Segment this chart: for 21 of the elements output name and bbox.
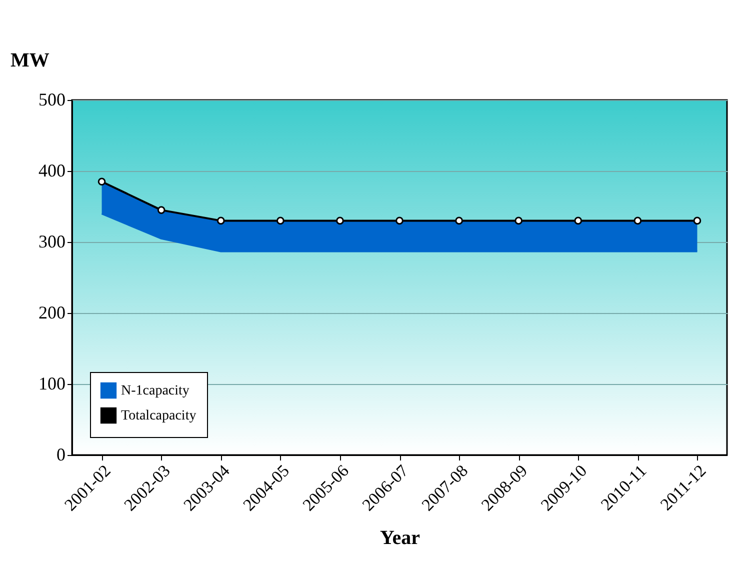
- point: [574, 216, 582, 225]
- point: [514, 216, 523, 225]
- y-tick-label: 100: [38, 374, 66, 394]
- y-tick-label: 500: [38, 90, 66, 110]
- point: [336, 216, 344, 225]
- y-tick-label: 0: [56, 444, 66, 464]
- point: [216, 216, 225, 225]
- y-tick-label: 400: [38, 160, 66, 180]
- point: [693, 216, 702, 225]
- legend-label: N-1capacity: [121, 384, 190, 398]
- y-tick-label: 300: [38, 232, 66, 252]
- x-axis-title: Year: [380, 526, 420, 549]
- y-axis-title: MW: [10, 50, 50, 72]
- point: [276, 216, 284, 225]
- point: [455, 216, 463, 225]
- legend-label: Totalcapacity: [121, 408, 196, 424]
- point: [396, 216, 404, 225]
- point: [98, 178, 106, 186]
- point: [157, 206, 166, 214]
- y-tick-label: 200: [38, 302, 66, 322]
- point: [634, 216, 642, 225]
